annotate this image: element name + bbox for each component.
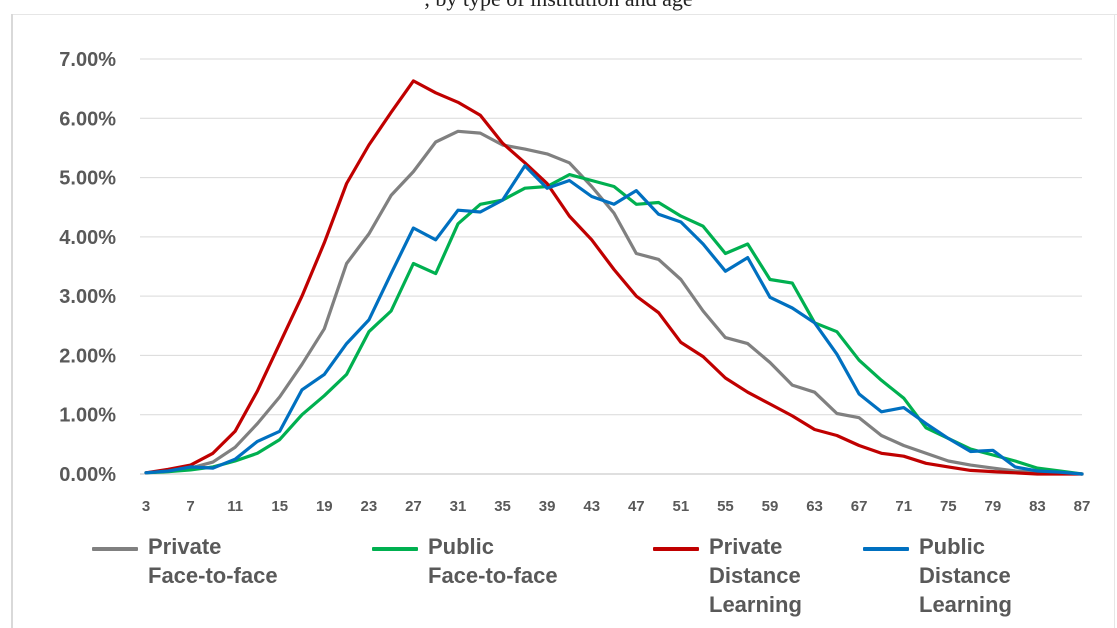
x-tick-label: 39 bbox=[539, 498, 556, 515]
x-tick-label: 59 bbox=[762, 498, 779, 515]
x-tick-label: 55 bbox=[717, 498, 734, 515]
y-tick-label: 7.00% bbox=[59, 49, 116, 71]
x-tick-label: 3 bbox=[142, 498, 150, 515]
x-tick-label: 27 bbox=[405, 498, 422, 515]
x-tick-label: 43 bbox=[583, 498, 600, 515]
series-line-1 bbox=[144, 173, 1084, 476]
y-tick-label: 1.00% bbox=[59, 405, 116, 427]
x-tick-label: 63 bbox=[806, 498, 823, 515]
legend-item-public-distance-learning: Public Distance Learning bbox=[863, 532, 1012, 619]
frame-left-border bbox=[11, 14, 13, 628]
x-tick-label: 35 bbox=[494, 498, 511, 515]
series-lines bbox=[144, 79, 1084, 476]
series-line-0 bbox=[144, 129, 1084, 476]
x-tick-label: 19 bbox=[316, 498, 333, 515]
legend-swatch-public-face-to-face bbox=[372, 547, 418, 551]
x-tick-label: 15 bbox=[271, 498, 288, 515]
frame-right-border bbox=[1114, 14, 1115, 628]
x-tick-label: 83 bbox=[1029, 498, 1046, 515]
y-tick-label: 6.00% bbox=[59, 108, 116, 130]
chart-title-fragment: , by type of institution and age bbox=[0, 0, 1117, 12]
x-tick-label: 67 bbox=[851, 498, 868, 515]
legend-swatch-private-face-to-face bbox=[92, 547, 138, 551]
x-tick-label: 71 bbox=[895, 498, 912, 515]
frame-top-border bbox=[11, 14, 1117, 15]
legend-item-private-distance-learning: Private Distance Learning bbox=[653, 532, 802, 619]
legend-swatch-public-distance-learning bbox=[863, 547, 909, 551]
x-tick-label: 47 bbox=[628, 498, 645, 515]
x-tick-label: 79 bbox=[985, 498, 1002, 515]
x-axis-ticks: 3 7 11 15 19 23 27 31 35 39 43 47 51 55 59 63 67 71 75 79 83… bbox=[142, 498, 1091, 515]
y-tick-label: 3.00% bbox=[59, 286, 116, 308]
x-tick-label: 11 bbox=[227, 498, 243, 515]
y-axis-ticks: 0.00% 1.00% 2.00% 3.00% 4.00% 5.00% 6.00% 7.00% bbox=[59, 49, 116, 486]
x-tick-label: 31 bbox=[450, 498, 467, 515]
legend-swatch-private-distance-learning bbox=[653, 547, 699, 551]
series-line-2 bbox=[144, 79, 1084, 476]
legend-item-private-face-to-face: Private Face-to-face bbox=[92, 532, 278, 590]
x-tick-label: 87 bbox=[1074, 498, 1091, 515]
y-tick-label: 4.00% bbox=[59, 227, 116, 249]
y-tick-label: 2.00% bbox=[59, 345, 116, 367]
y-tick-label: 5.00% bbox=[59, 168, 116, 190]
series-line-3 bbox=[144, 164, 1084, 476]
x-tick-label: 75 bbox=[940, 498, 957, 515]
legend-item-public-face-to-face: Public Face-to-face bbox=[372, 532, 558, 590]
legend-label-private-distance-learning: Private Distance Learning bbox=[709, 534, 802, 617]
x-tick-label: 23 bbox=[361, 498, 378, 515]
legend-label-public-face-to-face: Public Face-to-face bbox=[428, 534, 558, 588]
x-tick-label: 51 bbox=[673, 498, 690, 515]
x-tick-label: 7 bbox=[186, 498, 194, 515]
gridlines bbox=[140, 58, 1082, 475]
legend-label-private-face-to-face: Private Face-to-face bbox=[148, 534, 278, 588]
legend-label-public-distance-learning: Public Distance Learning bbox=[919, 534, 1012, 617]
y-tick-label: 0.00% bbox=[59, 464, 116, 486]
